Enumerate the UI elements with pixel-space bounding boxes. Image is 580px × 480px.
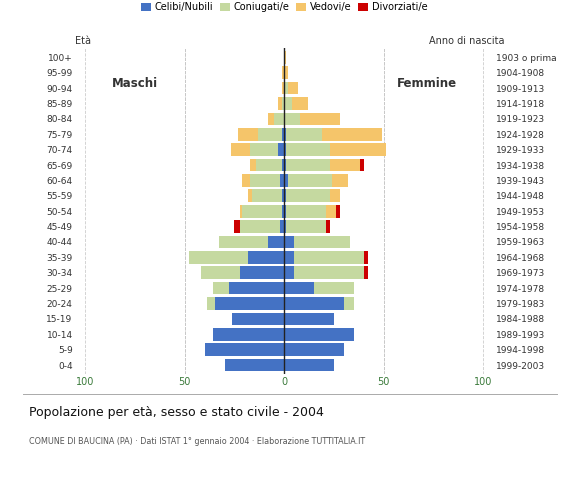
- Bar: [284, 159, 286, 171]
- Bar: [282, 66, 284, 79]
- Bar: [278, 144, 284, 156]
- Bar: [241, 220, 280, 233]
- Bar: [213, 282, 229, 295]
- Bar: [278, 97, 282, 110]
- Bar: [248, 190, 252, 202]
- Bar: [280, 174, 284, 187]
- Bar: [282, 82, 284, 95]
- Bar: [326, 220, 330, 233]
- Bar: [284, 251, 294, 264]
- Bar: [330, 159, 360, 171]
- Bar: [251, 159, 256, 171]
- Text: Maschi: Maschi: [112, 77, 158, 90]
- Bar: [224, 359, 284, 372]
- Bar: [284, 312, 334, 325]
- Text: Femmine: Femmine: [397, 77, 458, 90]
- Bar: [300, 112, 340, 125]
- Bar: [282, 205, 284, 217]
- Bar: [286, 159, 330, 171]
- Bar: [229, 282, 284, 295]
- Bar: [274, 112, 284, 125]
- Bar: [364, 266, 368, 279]
- Bar: [330, 190, 340, 202]
- Bar: [288, 174, 332, 187]
- Bar: [284, 97, 292, 110]
- Bar: [251, 174, 280, 187]
- Bar: [282, 159, 284, 171]
- Bar: [286, 144, 330, 156]
- Bar: [284, 297, 344, 310]
- Bar: [286, 128, 322, 141]
- Bar: [284, 112, 300, 125]
- Bar: [188, 251, 248, 264]
- Bar: [215, 297, 284, 310]
- Bar: [269, 236, 284, 248]
- Bar: [288, 82, 298, 95]
- Bar: [284, 128, 286, 141]
- Bar: [292, 97, 308, 110]
- Bar: [322, 128, 382, 141]
- Bar: [282, 128, 284, 141]
- Bar: [294, 236, 350, 248]
- Text: Popolazione per età, sesso e stato civile - 2004: Popolazione per età, sesso e stato civil…: [29, 406, 324, 419]
- Bar: [286, 220, 326, 233]
- Bar: [294, 266, 364, 279]
- Bar: [284, 266, 294, 279]
- Bar: [282, 190, 284, 202]
- Bar: [233, 312, 284, 325]
- Bar: [219, 236, 269, 248]
- Legend: Celibi/Nubili, Coniugati/e, Vedovi/e, Divorziati/e: Celibi/Nubili, Coniugati/e, Vedovi/e, Di…: [141, 2, 427, 12]
- Bar: [336, 205, 340, 217]
- Bar: [242, 205, 282, 217]
- Bar: [282, 97, 284, 110]
- Bar: [330, 144, 386, 156]
- Bar: [251, 144, 278, 156]
- Bar: [284, 174, 288, 187]
- Bar: [284, 51, 286, 63]
- Bar: [234, 220, 241, 233]
- Bar: [256, 159, 282, 171]
- Text: COMUNE DI BAUCINA (PA) · Dati ISTAT 1° gennaio 2004 · Elaborazione TUTTITALIA.IT: COMUNE DI BAUCINA (PA) · Dati ISTAT 1° g…: [29, 437, 365, 446]
- Bar: [252, 190, 282, 202]
- Bar: [284, 344, 344, 356]
- Bar: [284, 66, 288, 79]
- Bar: [314, 282, 354, 295]
- Bar: [230, 144, 251, 156]
- Bar: [205, 344, 284, 356]
- Bar: [242, 174, 251, 187]
- Bar: [284, 144, 286, 156]
- Bar: [284, 282, 314, 295]
- Bar: [201, 266, 241, 279]
- Bar: [206, 297, 215, 310]
- Text: Anno di nascita: Anno di nascita: [429, 36, 505, 46]
- Bar: [213, 328, 284, 341]
- Bar: [284, 205, 286, 217]
- Bar: [284, 190, 286, 202]
- Bar: [294, 251, 364, 264]
- Bar: [284, 82, 288, 95]
- Bar: [269, 112, 274, 125]
- Bar: [344, 297, 354, 310]
- Bar: [326, 205, 336, 217]
- Bar: [280, 220, 284, 233]
- Bar: [238, 128, 258, 141]
- Bar: [284, 328, 354, 341]
- Bar: [248, 251, 284, 264]
- Bar: [241, 205, 242, 217]
- Bar: [332, 174, 348, 187]
- Bar: [286, 205, 326, 217]
- Bar: [284, 220, 286, 233]
- Text: Età: Età: [75, 36, 92, 47]
- Bar: [284, 236, 294, 248]
- Bar: [241, 266, 284, 279]
- Bar: [286, 190, 330, 202]
- Bar: [364, 251, 368, 264]
- Bar: [258, 128, 282, 141]
- Bar: [284, 359, 334, 372]
- Bar: [360, 159, 364, 171]
